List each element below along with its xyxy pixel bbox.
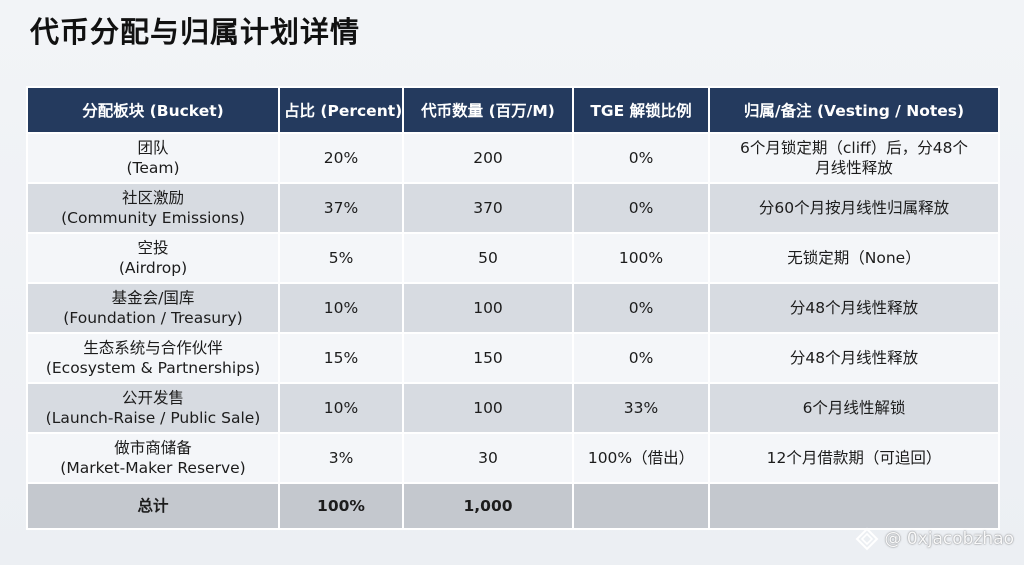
percent-cell: 15%: [278, 332, 404, 384]
bucket-cell: 生态系统与合作伙伴 (Ecosystem & Partnerships): [26, 332, 280, 384]
total-vesting: [708, 482, 1000, 530]
bucket-cell: 空投 (Airdrop): [26, 232, 280, 284]
amount-cell: 200: [402, 132, 574, 184]
bucket-cn: 做市商储备: [114, 439, 192, 457]
header-vesting: 归属/备注 (Vesting / Notes): [708, 86, 1000, 134]
percent-cell: 37%: [278, 182, 404, 234]
table-row: 空投 (Airdrop) 5% 50 100% 无锁定期（None）: [26, 232, 1000, 284]
bucket-en: (Team): [126, 159, 180, 177]
bucket-cn: 基金会/国库: [111, 289, 195, 307]
tge-cell: 0%: [572, 182, 710, 234]
percent-cell: 3%: [278, 432, 404, 484]
percent-cell: 20%: [278, 132, 404, 184]
diamond-logo-icon: [855, 527, 879, 551]
table-row: 社区激励 (Community Emissions) 37% 370 0% 分6…: [26, 182, 1000, 234]
total-tge: [572, 482, 710, 530]
bucket-cn: 团队: [137, 139, 169, 157]
tge-cell: 33%: [572, 382, 710, 434]
amount-cell: 150: [402, 332, 574, 384]
bucket-cn: 空投: [137, 239, 169, 257]
bucket-en: (Foundation / Treasury): [63, 309, 243, 327]
vesting-cell: 12个月借款期（可追回）: [708, 432, 1000, 484]
header-bucket: 分配板块 (Bucket): [26, 86, 280, 134]
bucket-cell: 社区激励 (Community Emissions): [26, 182, 280, 234]
table-header-row: 分配板块 (Bucket) 占比 (Percent) 代币数量 (百万/M) T…: [26, 86, 1000, 134]
amount-cell: 100: [402, 282, 574, 334]
bucket-cell: 做市商储备 (Market-Maker Reserve): [26, 432, 280, 484]
amount-cell: 100: [402, 382, 574, 434]
total-percent: 100%: [278, 482, 404, 530]
vesting-line-1: 6个月锁定期（cliff）后，分48个: [740, 139, 968, 157]
vesting-cell: 无锁定期（None）: [708, 232, 1000, 284]
header-percent: 占比 (Percent): [278, 86, 404, 134]
bucket-en: (Community Emissions): [61, 209, 245, 227]
total-row: 总计 100% 1,000: [26, 482, 1000, 530]
percent-cell: 10%: [278, 282, 404, 334]
bucket-en: (Launch-Raise / Public Sale): [45, 409, 261, 427]
tge-cell: 0%: [572, 332, 710, 384]
bucket-en: (Airdrop): [118, 259, 188, 277]
tge-cell: 100%（借出）: [572, 432, 710, 484]
page-title: 代币分配与归属计划详情: [30, 15, 361, 49]
bucket-cn: 生态系统与合作伙伴: [83, 339, 223, 357]
table-row: 公开发售 (Launch-Raise / Public Sale) 10% 10…: [26, 382, 1000, 434]
bucket-en: (Market-Maker Reserve): [60, 459, 246, 477]
percent-cell: 10%: [278, 382, 404, 434]
table-row: 基金会/国库 (Foundation / Treasury) 10% 100 0…: [26, 282, 1000, 334]
amount-cell: 30: [402, 432, 574, 484]
bucket-cell: 公开发售 (Launch-Raise / Public Sale): [26, 382, 280, 434]
bucket-cn: 社区激励: [121, 189, 184, 207]
percent-cell: 5%: [278, 232, 404, 284]
header-tge: TGE 解锁比例: [572, 86, 710, 134]
bucket-cell: 团队 (Team): [26, 132, 280, 184]
tge-cell: 0%: [572, 132, 710, 184]
vesting-line-2: 月线性释放: [815, 159, 893, 177]
tge-cell: 100%: [572, 232, 710, 284]
vesting-cell: 分60个月按月线性归属释放: [708, 182, 1000, 234]
amount-cell: 370: [402, 182, 574, 234]
table-row: 生态系统与合作伙伴 (Ecosystem & Partnerships) 15%…: [26, 332, 1000, 384]
allocation-table: 分配板块 (Bucket) 占比 (Percent) 代币数量 (百万/M) T…: [26, 86, 1000, 530]
total-label: 总计: [26, 482, 280, 530]
vesting-cell: 6个月线性解锁: [708, 382, 1000, 434]
header-amount: 代币数量 (百万/M): [402, 86, 574, 134]
watermark: @ 0xjacobzhao: [855, 527, 1014, 551]
table-row: 团队 (Team) 20% 200 0% 6个月锁定期（cliff）后，分48个…: [26, 132, 1000, 184]
bucket-cn: 公开发售: [121, 389, 184, 407]
vesting-cell: 分48个月线性释放: [708, 282, 1000, 334]
vesting-cell: 分48个月线性释放: [708, 332, 1000, 384]
bucket-en: (Ecosystem & Partnerships): [45, 359, 261, 377]
tge-cell: 0%: [572, 282, 710, 334]
vesting-cell: 6个月锁定期（cliff）后，分48个 月线性释放: [708, 132, 1000, 184]
table-row: 做市商储备 (Market-Maker Reserve) 3% 30 100%（…: [26, 432, 1000, 484]
amount-cell: 50: [402, 232, 574, 284]
bucket-cell: 基金会/国库 (Foundation / Treasury): [26, 282, 280, 334]
total-amount: 1,000: [402, 482, 574, 530]
watermark-text: @ 0xjacobzhao: [884, 529, 1014, 549]
